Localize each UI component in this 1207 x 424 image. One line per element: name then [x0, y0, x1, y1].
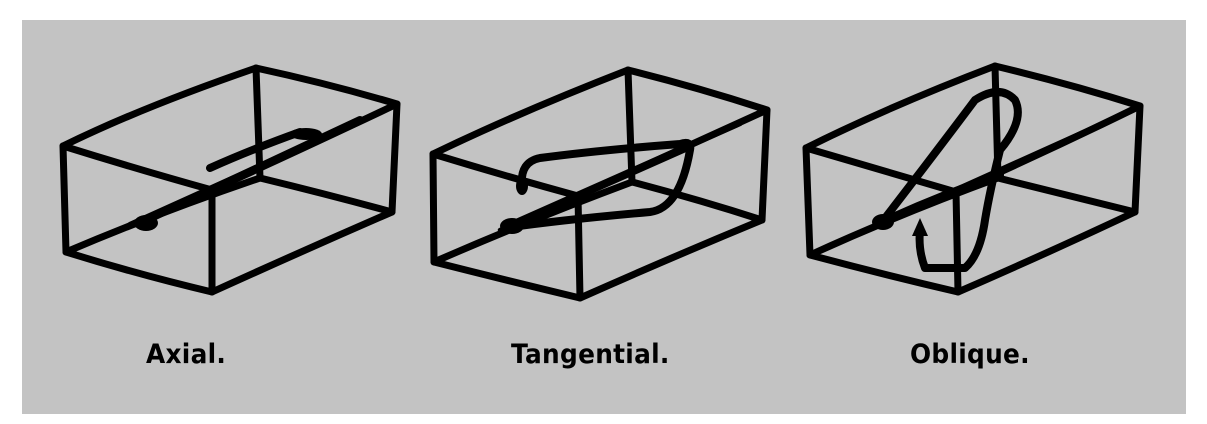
tangential-cross-path — [501, 142, 694, 232]
tangential-label: Tangential. — [511, 339, 670, 370]
tangential-box-back-vertical-edge — [624, 66, 636, 186]
axial-mode-path — [134, 116, 364, 228]
oblique-box-outline — [802, 62, 1144, 296]
axial-box-back-vertical-edge — [252, 64, 264, 182]
oblique-box-front-vertical-edge — [952, 188, 962, 296]
oblique-source-blob — [872, 214, 894, 230]
tangential-box-front-vertical-edge — [574, 192, 584, 302]
tangential-source-blob — [500, 218, 524, 234]
tangential-box-back-bottom-right-edge — [628, 178, 766, 224]
tangential-end-blob — [516, 177, 528, 195]
oblique-mode-box — [802, 62, 1144, 296]
axial-source-blob — [134, 215, 158, 231]
axial-label: Axial. — [146, 339, 227, 370]
tangential-mode-box — [429, 66, 771, 302]
oblique-box-front-top-edge — [802, 102, 1144, 196]
oblique-label: Oblique. — [910, 339, 1030, 370]
oblique-arrow-head — [912, 218, 928, 236]
oblique-box-back-bottom-right-edge — [994, 174, 1139, 216]
oblique-mode-path — [878, 88, 1022, 272]
oblique-return-path — [878, 171, 1004, 226]
axial-upper-blob — [290, 128, 322, 140]
axial-box-back-bottom-right-edge — [256, 174, 396, 216]
axial-mode-box — [59, 64, 401, 296]
